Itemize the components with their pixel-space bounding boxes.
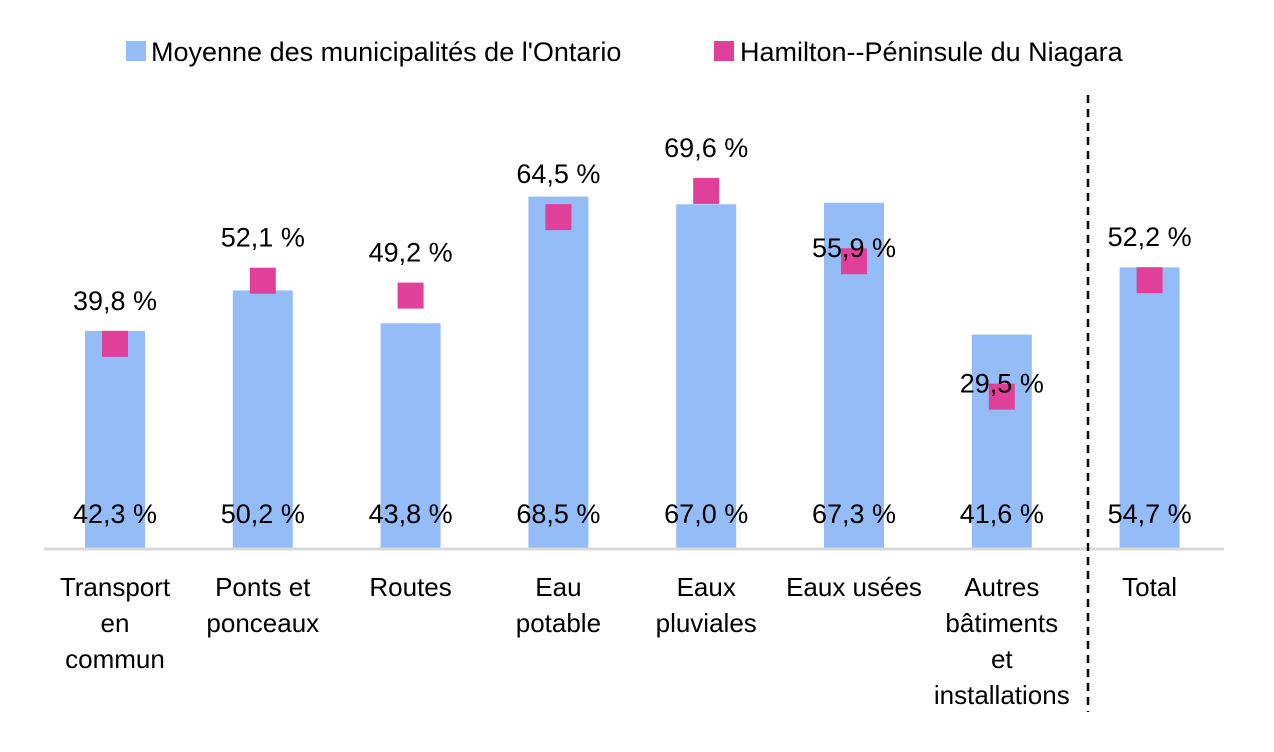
bar-value-label: 67,3 % <box>812 499 896 529</box>
bar-value-label: 41,6 % <box>960 499 1044 529</box>
category-labels-layer: Transport en commun Ponts et ponceaux Routes E… <box>60 572 1177 710</box>
bar-ontario <box>676 204 737 549</box>
bar-value-label: 67,0 % <box>664 499 748 529</box>
marker-hamilton <box>102 330 128 357</box>
bars-layer <box>85 196 1180 549</box>
marker-hamilton <box>1136 267 1163 294</box>
legend: Moyenne des municipalités de l'Ontario H… <box>126 37 1124 67</box>
bar-value-label: 43,8 % <box>369 499 453 529</box>
category-label: Eaux usées <box>786 572 922 602</box>
legend-item-ontario: Moyenne des municipalités de l'Ontario <box>126 37 621 67</box>
marker-value-label: 39,8 % <box>73 286 157 316</box>
marker-value-label: 52,2 % <box>1108 222 1192 252</box>
category-label: Eaux pluviales <box>656 572 757 638</box>
marker-hamilton <box>545 204 572 231</box>
category-label: Total <box>1122 572 1177 602</box>
marker-hamilton <box>397 282 424 309</box>
legend-label-ontario: Moyenne des municipalités de l'Ontario <box>151 37 621 67</box>
marker-value-label: 49,2 % <box>369 238 453 268</box>
legend-swatch-ontario <box>126 41 146 61</box>
legend-swatch-hamilton <box>714 41 734 61</box>
value-labels-layer: 42,3 % 39,8 % 50,2 % 52,1 % 43,8 % 49,2 % 68,5… <box>73 133 1192 529</box>
bar-value-label: 42,3 % <box>73 499 157 529</box>
bar-value-label: 68,5 % <box>516 499 600 529</box>
legend-item-hamilton: Hamilton--Péninsule du Niagara <box>714 37 1124 67</box>
category-label: Ponts et ponceaux <box>206 572 319 638</box>
category-label: Routes <box>369 572 451 602</box>
bar-value-label: 50,2 % <box>221 499 305 529</box>
bar-ontario <box>232 290 293 548</box>
marker-hamilton <box>693 177 720 204</box>
legend-label-hamilton: Hamilton--Péninsule du Niagara <box>740 37 1124 67</box>
marker-value-label: 52,1 % <box>221 223 305 253</box>
marker-hamilton <box>249 267 276 294</box>
marker-value-label: 55,9 % <box>812 233 896 263</box>
bar-ontario <box>971 334 1032 548</box>
category-label: Transport en commun <box>60 572 171 674</box>
bar-ontario <box>85 331 145 548</box>
bar-ontario <box>380 323 441 548</box>
bar-ontario <box>1119 267 1180 548</box>
marker-value-label: 29,5 % <box>960 369 1044 399</box>
category-label: Autres bâtiments et installations <box>934 572 1070 710</box>
bar-value-label: 54,7 % <box>1108 499 1192 529</box>
marker-hamilton <box>841 248 867 275</box>
category-label: Eau potable <box>516 572 601 638</box>
marker-hamilton <box>988 383 1015 410</box>
bar-ontario <box>528 196 589 548</box>
marker-value-label: 69,6 % <box>664 133 748 163</box>
markers-layer <box>102 177 1163 410</box>
marker-value-label: 64,5 % <box>516 159 600 189</box>
